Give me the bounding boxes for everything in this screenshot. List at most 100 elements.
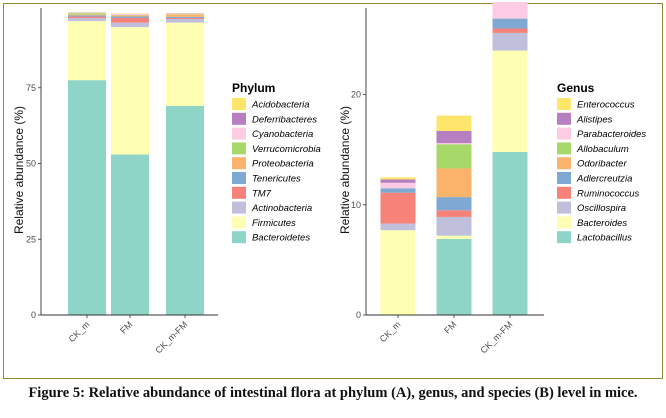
x-tick-label: FM	[442, 319, 458, 335]
x-tick-label: CK_m-FM	[478, 319, 514, 355]
legend-label: Parabacteroides	[577, 129, 646, 140]
legend-swatch	[232, 112, 246, 125]
bar-segment	[436, 144, 472, 169]
legend-swatch	[557, 157, 571, 170]
bar-segment	[111, 15, 149, 17]
x-tick-label: CK_m-FM	[153, 319, 189, 355]
x-tick-label: FM	[118, 319, 134, 335]
bar-segment	[380, 179, 416, 183]
bar-segment	[380, 192, 416, 224]
legend-swatch	[557, 231, 571, 244]
bar-segment	[436, 238, 472, 315]
bar-segment	[492, 151, 528, 315]
legend-swatch	[557, 127, 571, 140]
bar-segment	[111, 22, 149, 28]
bar-segment	[436, 216, 472, 236]
bar-segment	[166, 105, 204, 316]
bar-segment	[492, 2, 528, 19]
figure-caption: Figure 5: Relative abundance of intestin…	[28, 385, 638, 401]
legend-label: Cyanobacteria	[252, 129, 313, 140]
legend-label: Oscillospira	[577, 203, 626, 214]
phylum-y-axis-title: Relative abundance (%)	[12, 106, 26, 234]
genus-y-axis-title: Relative abundance (%)	[338, 106, 352, 234]
bar-segment	[111, 154, 149, 315]
legend-swatch	[232, 201, 246, 214]
bar-segment	[492, 28, 528, 33]
bar-segment	[68, 16, 106, 19]
genus-legend: Enterococcus Alistipes Parabacteroides Allo…	[557, 98, 646, 244]
bar-segment	[68, 21, 106, 81]
bar-segment	[166, 18, 204, 19]
x-tick-label: CK_m	[67, 319, 92, 344]
bar-segment	[380, 223, 416, 231]
legend-swatch	[232, 142, 246, 155]
x-tick-label: CK_m	[378, 319, 403, 344]
bar-segment	[111, 14, 149, 16]
legend-swatch	[232, 186, 246, 199]
bar-segment	[436, 130, 472, 144]
legend-label: Alistipes	[576, 114, 613, 125]
legend-label: Acidobacteria	[251, 100, 310, 111]
y-tick-label: 25	[26, 234, 36, 244]
legend-label: Firmicutes	[252, 218, 296, 229]
legend-swatch	[557, 172, 571, 184]
bar-segment	[436, 115, 472, 131]
legend-swatch	[232, 216, 246, 229]
y-tick-label: 0	[31, 310, 36, 320]
legend-swatch	[232, 98, 246, 110]
legend-label: Odoribacter	[577, 159, 627, 170]
legend-swatch	[557, 216, 571, 229]
bar-segment	[436, 168, 472, 198]
bar-segment	[166, 18, 204, 23]
y-tick-label: 20	[351, 90, 361, 100]
legend-label: Ruminococcus	[577, 188, 640, 199]
legend-swatch	[232, 172, 246, 184]
bar-segment	[166, 16, 204, 19]
bar-segment	[380, 177, 416, 180]
phylum-plot-area: 0 25 50 75 CK_m FM CK_m-FM	[26, 8, 218, 355]
legend-label: Proteobacteria	[252, 159, 314, 170]
figure-svg: Relative abundance (%) 0 25 50 75 CK_m FM CK_m…	[12, 2, 646, 355]
bar-segment	[436, 197, 472, 211]
legend-swatch	[232, 127, 246, 140]
legend-swatch	[557, 98, 571, 110]
bar-segment	[492, 18, 528, 29]
genus-legend-title: Genus	[557, 81, 595, 95]
phylum-legend-title: Phylum	[232, 81, 275, 95]
genus-chart: Relative abundance (%) 0 10 20 CK_m FM CK_m-F…	[338, 2, 646, 355]
y-tick-label: 0	[356, 310, 361, 320]
bar-segment	[68, 15, 106, 17]
legend-label: Enterococcus	[577, 100, 635, 111]
legend-swatch	[232, 231, 246, 244]
bar-segment	[111, 16, 149, 19]
phylum-chart: Relative abundance (%) 0 25 50 75 CK_m FM CK_m…	[12, 8, 321, 355]
legend-swatch	[557, 186, 571, 199]
y-tick-label: 10	[351, 200, 361, 210]
legend-label: Allobaculum	[576, 144, 629, 155]
legend-label: Actinobacteria	[251, 203, 312, 214]
bar-segment	[68, 14, 106, 16]
phylum-legend: Acidobacteria Deferribacteres Cyanobacteri…	[232, 98, 321, 244]
legend-label: Tenericutes	[252, 174, 301, 185]
legend-label: Lactobacillus	[577, 233, 632, 244]
legend-swatch	[557, 112, 571, 125]
bar-segment	[492, 50, 528, 152]
legend-label: Bacteroidetes	[252, 233, 310, 244]
legend-label: TM7	[252, 188, 272, 199]
legend-swatch	[232, 157, 246, 170]
bar-segment	[166, 22, 204, 106]
bar-segment	[436, 210, 472, 217]
legend-label: Deferribacteres	[252, 114, 317, 125]
bar-segment	[68, 13, 106, 15]
bar-segment	[111, 27, 149, 155]
legend-swatch	[557, 142, 571, 155]
bar-segment	[68, 80, 106, 315]
bar-segment	[380, 188, 416, 193]
bar-segment	[111, 18, 149, 23]
bar-segment	[380, 182, 416, 189]
legend-label: Adlercreutzia	[576, 174, 632, 185]
bar-segment	[68, 18, 106, 22]
bar-segment	[436, 235, 472, 239]
y-tick-label: 50	[26, 159, 36, 169]
legend-label: Bacteroides	[577, 218, 627, 229]
